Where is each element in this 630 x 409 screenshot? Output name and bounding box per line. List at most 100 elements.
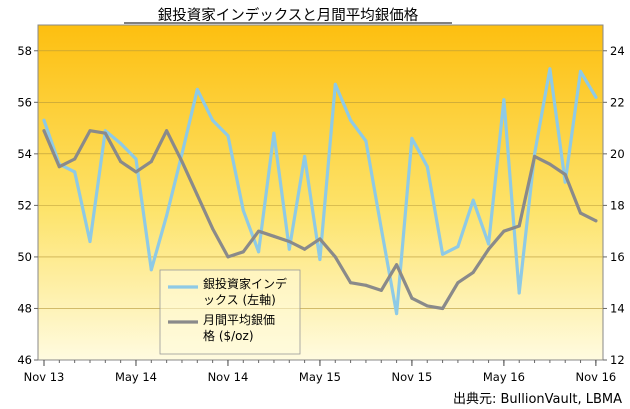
series-0-point <box>502 98 506 102</box>
series-1-point <box>103 131 107 135</box>
series-1-point <box>88 129 92 133</box>
series-0-point <box>441 252 445 256</box>
series-1-point <box>195 193 199 197</box>
series-1-point <box>287 240 291 243</box>
right-tick-label: 18 <box>610 198 625 212</box>
series-1-point <box>594 219 598 223</box>
series-0-point <box>287 247 291 251</box>
left-tick-label: 46 <box>17 353 32 367</box>
x-tick-label: May 14 <box>115 370 157 384</box>
left-tick-label: 56 <box>17 95 32 109</box>
series-0-point <box>349 118 353 122</box>
series-0-point <box>42 118 46 122</box>
series-0-point <box>226 134 230 138</box>
series-0-point <box>257 250 261 254</box>
legend-label-0: 銀投資家インデックス (左軸) <box>203 276 287 307</box>
left-tick-label: 52 <box>17 198 32 212</box>
x-tick-label: Nov 16 <box>576 370 617 384</box>
right-tick-label: 16 <box>610 250 625 264</box>
series-0-point <box>195 87 199 91</box>
series-1-point <box>134 170 138 174</box>
series-0-point <box>487 242 491 246</box>
series-1-point <box>548 162 552 166</box>
plot-area <box>37 24 604 361</box>
series-1-point <box>563 173 567 176</box>
left-tick-label: 54 <box>17 147 32 161</box>
series-0-point <box>333 82 337 86</box>
x-tick-label: May 15 <box>299 370 341 384</box>
legend-box <box>159 269 301 355</box>
series-0-point <box>563 180 567 184</box>
series-1-point <box>42 129 46 133</box>
series-0-point <box>533 152 537 156</box>
series-1-point <box>379 288 383 292</box>
series-0-point <box>73 170 77 174</box>
series-0-point <box>88 240 92 243</box>
source-note: 出典元: BullionVault, LBMA <box>453 392 622 407</box>
series-0-point <box>395 312 399 316</box>
series-0-point <box>379 227 383 231</box>
series-0-point <box>119 142 123 145</box>
series-1-point <box>395 263 399 267</box>
series-0-point <box>594 95 598 99</box>
x-axis-ticks: Nov 13 May 14 Nov 14 May 15 Nov 15 May 16 Nov … <box>24 360 617 384</box>
series-1-point <box>165 129 169 133</box>
series-0-point <box>517 291 521 295</box>
series-1-point <box>149 160 153 164</box>
series-0-point <box>211 118 215 122</box>
x-tick-label: Nov 14 <box>208 370 249 384</box>
series-1-point <box>119 160 123 164</box>
series-1-point <box>303 247 307 251</box>
right-tick-label: 20 <box>610 147 625 161</box>
left-tick-label: 58 <box>17 44 32 58</box>
series-1-point <box>241 250 245 254</box>
series-1-point <box>487 247 491 251</box>
series-0-point <box>471 198 475 202</box>
series-1-point <box>226 255 230 259</box>
series-1-point <box>272 234 276 238</box>
right-tick-label: 24 <box>610 44 625 58</box>
series-1-point <box>318 237 322 241</box>
x-tick-label: Nov 15 <box>392 370 433 384</box>
series-0-point <box>579 69 582 73</box>
series-1-point <box>349 281 353 285</box>
series-0-point <box>456 245 460 249</box>
legend-label-1: 月間平均銀価格 ($/oz) <box>203 313 275 343</box>
series-1-point <box>57 165 61 169</box>
series-0-point <box>103 129 107 133</box>
series-1-point <box>333 255 337 259</box>
series-0-point <box>272 131 276 135</box>
series-1-point <box>441 307 445 310</box>
left-tick-label: 48 <box>17 301 32 315</box>
series-0-point <box>303 154 307 158</box>
series-0-point <box>318 258 322 261</box>
series-1-point <box>456 281 460 285</box>
series-1-point <box>211 227 215 231</box>
series-1-point <box>410 296 414 300</box>
series-lines <box>42 67 598 316</box>
x-tick-label: May 16 <box>483 370 525 384</box>
series-0-point <box>410 136 414 140</box>
right-tick-label: 12 <box>610 353 625 367</box>
series-1-point <box>257 229 261 233</box>
x-tick-label: Nov 13 <box>24 370 65 384</box>
series-0-point <box>548 67 552 71</box>
series-1-point <box>364 283 368 287</box>
series-1-point <box>471 270 475 274</box>
left-tick-label: 50 <box>17 250 32 264</box>
series-1-point <box>517 224 521 228</box>
series-0-point <box>149 268 153 272</box>
series-0-point <box>180 152 184 156</box>
series-0-point <box>134 157 138 161</box>
series-1-point <box>180 160 184 164</box>
series-1-point <box>73 157 77 161</box>
chart-title: 銀投資家インデックスと月間平均銀価格 <box>158 6 419 24</box>
right-tick-label: 22 <box>610 95 625 109</box>
series-0-point <box>241 209 245 212</box>
series-0-point <box>364 139 368 143</box>
series-1-point <box>579 211 582 215</box>
series-1-point <box>425 304 429 308</box>
right-axis-ticks: 12 14 16 18 20 22 24 <box>603 44 625 367</box>
series-1-point <box>502 229 506 233</box>
